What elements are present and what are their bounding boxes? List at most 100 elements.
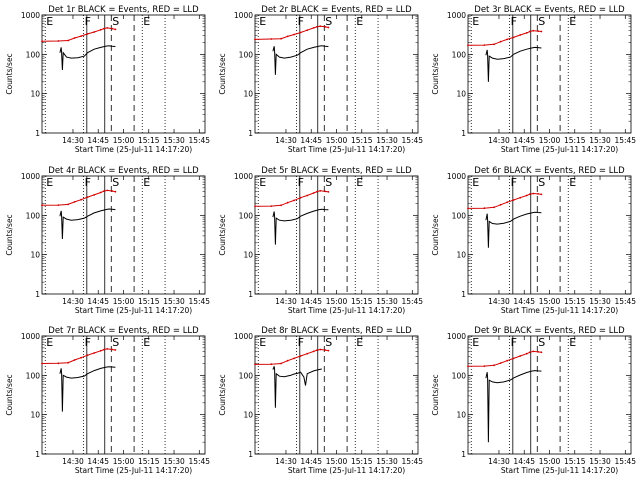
events-series-line (485, 370, 542, 443)
lld-series-point (86, 196, 89, 199)
y-tick-label: 10 (243, 411, 253, 420)
lld-series-point (499, 40, 502, 43)
region-marker-label: E (569, 15, 576, 28)
x-axis-label: Start Time (25-Jul-11 14:17:20) (288, 306, 405, 315)
lld-series-point (306, 352, 309, 355)
x-tick-label: 15:00 (326, 457, 348, 466)
x-tick-label: 15:30 (376, 136, 398, 145)
lld-series-point (280, 204, 282, 207)
y-axis-label: Counts/sec (431, 53, 440, 94)
y-tick-label: 100 (239, 50, 254, 59)
lld-series-point (80, 198, 82, 201)
x-tick-label: 15:45 (614, 457, 636, 466)
x-tick-label: 14:30 (62, 297, 84, 306)
lld-series-point (270, 205, 273, 208)
lld-series-point (293, 357, 295, 360)
detector-panel: Det 3r BLACK = Events, RED = LLD 1 10 100 10… (431, 5, 636, 154)
region-marker-label: E (472, 15, 479, 28)
y-axis-label: Counts/sec (431, 374, 440, 415)
y-axis-label: Counts/sec (5, 53, 14, 94)
lld-series-point (293, 199, 295, 202)
x-axis-label: Start Time (25-Jul-11 14:17:20) (501, 466, 618, 475)
lld-series-point (529, 30, 531, 33)
lld-series-point (293, 33, 295, 36)
y-tick-label: 10 (456, 411, 466, 420)
plot-frame (254, 335, 419, 455)
x-tick-label: 15:45 (614, 297, 636, 306)
region-marker-label: S (538, 336, 545, 349)
region-marker-label: F (85, 15, 91, 28)
region-marker-label: E (259, 176, 266, 189)
lld-series-point (67, 39, 69, 42)
y-tick-label: 1000 (447, 11, 466, 20)
detector-panel: Det 1r BLACK = Events, RED = LLD 1 10 100 10… (5, 5, 210, 154)
lld-series-point (67, 203, 69, 206)
region-marker-label: S (112, 176, 119, 189)
lld-series-point (327, 26, 330, 29)
lld-series-point (73, 201, 76, 203)
x-tick-label: 15:45 (401, 297, 423, 306)
y-tick-label: 1 (35, 450, 40, 459)
lld-series-point (316, 25, 318, 28)
lld-series-point (306, 194, 309, 197)
lld-series-point (103, 27, 105, 30)
x-tick-label: 15:15 (351, 136, 373, 145)
x-tick-label: 15:00 (539, 457, 561, 466)
lld-series-point (254, 38, 256, 41)
events-series-line (485, 46, 542, 82)
events-series-line (59, 366, 116, 412)
lld-series-point (499, 362, 502, 364)
x-tick-label: 14:30 (488, 457, 510, 466)
lld-series-point (57, 362, 60, 365)
lld-series-point (316, 190, 318, 193)
x-tick-label: 15:30 (163, 297, 185, 306)
lld-series-point (73, 359, 76, 361)
lld-series-point (312, 27, 315, 29)
x-tick-label: 14:30 (488, 297, 510, 306)
lld-series-point (312, 192, 315, 194)
panel-title: Det 5r BLACK = Events, RED = LLD (261, 166, 412, 176)
panel-title: Det 6r BLACK = Events, RED = LLD (474, 166, 625, 176)
lld-series-point (540, 351, 543, 354)
y-tick-label: 100 (452, 211, 467, 220)
events-series-line (59, 208, 116, 240)
region-marker-label: S (112, 15, 119, 28)
lld-series-point (80, 35, 82, 37)
detector-panel: Det 5r BLACK = Events, RED = LLD 1 10 100 10… (218, 166, 423, 315)
lld-series-point (519, 34, 522, 36)
lld-series-point (270, 38, 273, 40)
region-marker-label: E (259, 15, 266, 28)
detector-panel: Det 2r BLACK = Events, RED = LLD 1 10 100 10… (218, 5, 423, 154)
plot-frame (254, 175, 419, 295)
x-tick-label: 15:00 (113, 457, 135, 466)
region-marker-label: F (511, 15, 517, 28)
detector-panel: Det 8r BLACK = Events, RED = LLD 1 10 100 10… (218, 326, 423, 475)
x-tick-label: 15:00 (539, 297, 561, 306)
lld-series-point (114, 28, 117, 31)
lld-series-point (483, 44, 486, 46)
events-series-line (59, 45, 116, 71)
x-axis-label: Start Time (25-Jul-11 14:17:20) (75, 145, 192, 154)
region-marker-label: E (472, 336, 479, 349)
y-tick-label: 100 (26, 371, 41, 380)
x-tick-label: 15:00 (113, 297, 135, 306)
x-tick-label: 14:30 (275, 297, 297, 306)
lld-series-point (324, 190, 326, 193)
lld-series-point (512, 36, 515, 39)
lld-series-point (299, 31, 302, 34)
panel-title: Det 9r BLACK = Events, RED = LLD (474, 326, 625, 336)
y-tick-label: 10 (30, 90, 40, 99)
y-tick-label: 1 (248, 450, 253, 459)
lld-series-point (93, 194, 96, 196)
region-marker-label: S (325, 336, 332, 349)
plot-frame (467, 335, 632, 455)
region-marker-label: E (356, 336, 363, 349)
lld-series-point (316, 349, 318, 352)
lld-series-point (106, 27, 109, 29)
x-tick-label: 14:30 (62, 136, 84, 145)
plot-frame (254, 14, 419, 134)
x-tick-label: 15:45 (188, 297, 210, 306)
x-axis-label: Start Time (25-Jul-11 14:17:20) (501, 306, 618, 315)
lld-series-point (529, 193, 531, 196)
